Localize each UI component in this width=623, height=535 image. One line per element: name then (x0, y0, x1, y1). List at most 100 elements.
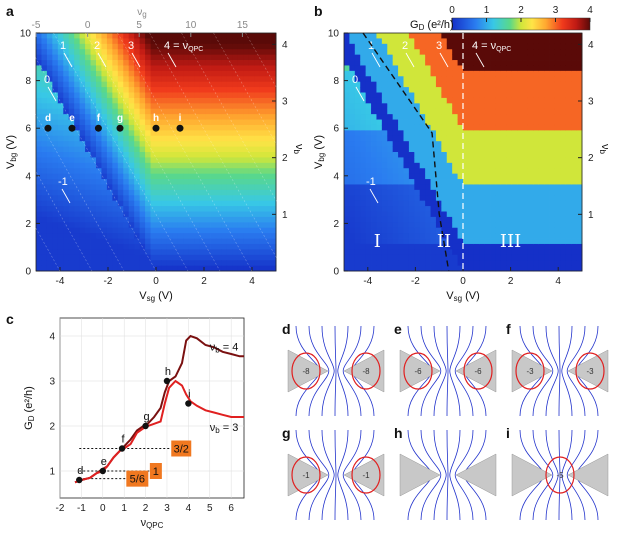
heatmap-cell (128, 184, 135, 191)
heatmap-cell (533, 200, 540, 207)
heatmap-cell (473, 81, 480, 88)
heatmap-cell (349, 243, 356, 250)
heatmap-cell (123, 206, 130, 212)
heatmap-cell (106, 141, 113, 147)
heatmap-cell (435, 168, 442, 175)
heatmap-cell (360, 103, 367, 110)
heatmap-cell (554, 114, 561, 120)
heatmap-cell (387, 43, 394, 50)
heatmap-cell (112, 119, 119, 126)
heatmap-cell (490, 92, 496, 99)
heatmap-cell (145, 195, 151, 202)
heatmap-cell (216, 76, 222, 83)
heatmap-cell (419, 65, 426, 72)
heatmap-cell (52, 146, 59, 153)
heatmap-cell (446, 184, 453, 191)
heatmap-cell (517, 54, 523, 61)
heatmap-cell (371, 81, 377, 88)
heatmap-cell (90, 233, 97, 239)
heatmap-cell (210, 260, 217, 266)
heatmap-cell (403, 157, 410, 164)
heatmap-cell (221, 70, 228, 77)
heatmap-cell (517, 92, 523, 99)
heatmap-cell (254, 33, 261, 39)
heatmap-cell (576, 184, 583, 191)
heatmap-cell (473, 260, 480, 266)
heatmap-cell (365, 135, 372, 142)
field-line (454, 325, 474, 417)
heatmap-cell (398, 103, 404, 110)
heatmap-cell (565, 254, 572, 261)
heatmap-cell (435, 260, 442, 266)
heatmap-cell (106, 97, 113, 104)
heatmap-cell (270, 200, 277, 207)
heatmap-cell (139, 222, 146, 229)
heatmap-cell (452, 49, 458, 56)
heatmap-cell (490, 260, 496, 266)
heatmap-cell (565, 141, 572, 147)
heatmap-cell (232, 108, 239, 115)
heatmap-cell (506, 157, 513, 164)
heatmap-cell (41, 200, 48, 207)
heatmap-cell (527, 173, 534, 180)
heatmap-cell (156, 146, 162, 153)
heatmap-cell (403, 65, 410, 72)
heatmap-cell (463, 60, 469, 66)
heatmap-cell (270, 135, 277, 142)
heatmap-cell (360, 60, 367, 66)
heatmap-cell (270, 38, 277, 45)
heatmap-cell (265, 200, 271, 207)
heatmap-cell (506, 152, 513, 158)
heatmap-cell (139, 211, 146, 218)
heatmap-cell (527, 141, 534, 147)
heatmap-cell (435, 254, 442, 261)
heatmap-cell (576, 162, 583, 169)
heatmap-cell (46, 216, 53, 223)
heatmap-cell (216, 195, 222, 202)
heatmap-cell (425, 92, 431, 99)
heatmap-cell (145, 141, 151, 147)
heatmap-cell (134, 76, 141, 83)
heatmap-cell (430, 114, 437, 120)
heatmap-cell (371, 195, 377, 202)
heatmap-cell (265, 184, 271, 191)
heatmap-cell (446, 243, 453, 250)
heatmap-cell (554, 157, 561, 164)
heatmap-cell (365, 200, 372, 207)
heatmap-cell (463, 103, 469, 110)
heatmap-cell (430, 233, 437, 239)
heatmap-cell (500, 189, 507, 196)
heatmap-cell (156, 179, 162, 185)
heatmap-cell (36, 43, 42, 50)
heatmap-cell (419, 222, 426, 229)
heatmap-cell (565, 65, 572, 72)
heatmap-cell (183, 157, 190, 164)
heatmap-cell (210, 152, 217, 158)
heatmap-cell (210, 195, 217, 202)
heatmap-cell (226, 179, 233, 185)
heatmap-cell (63, 216, 70, 223)
heatmap-cell (419, 33, 426, 39)
heatmap-cell (565, 146, 572, 153)
heatmap-cell (46, 184, 53, 191)
heatmap-cell (387, 33, 394, 39)
heatmap-cell (565, 222, 572, 229)
heatmap-cell (371, 206, 377, 212)
heatmap-cell (441, 173, 448, 180)
heatmap-cell (425, 65, 431, 72)
heatmap-cell (57, 70, 64, 77)
heatmap-cell (517, 260, 523, 266)
heatmap-cell (522, 81, 529, 88)
heatmap-cell (565, 216, 572, 223)
heatmap-cell (403, 119, 410, 126)
heatmap-cell (248, 97, 255, 104)
heatmap-cell (349, 173, 356, 180)
heatmap-cell (237, 249, 244, 256)
heatmap-cell (527, 243, 534, 250)
heatmap-cell (172, 124, 179, 131)
heatmap-cell (270, 70, 277, 77)
heatmap-cell (527, 108, 534, 115)
heatmap-cell (371, 141, 377, 147)
heatmap-cell (349, 249, 356, 256)
heatmap-cell (145, 211, 151, 218)
